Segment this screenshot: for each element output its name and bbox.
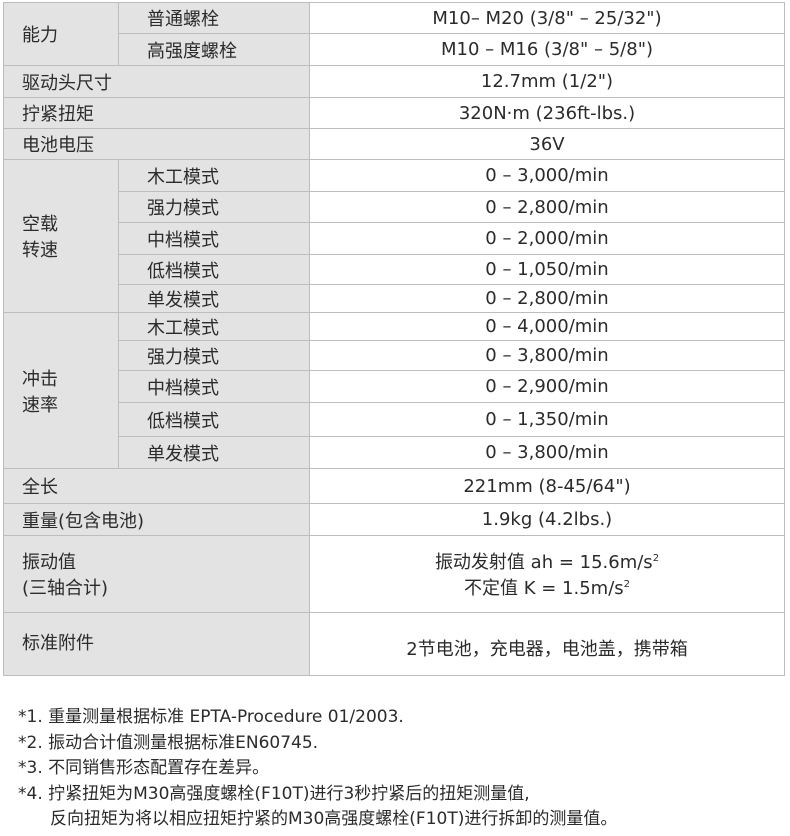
row-value: M10– M20 (3/8" – 25/32") bbox=[309, 2, 785, 34]
row-sublabel: 单发模式 bbox=[118, 436, 310, 469]
table-row: 标准附件 2节电池，充电器，电池盖，携带箱 bbox=[3, 612, 785, 676]
row-value: 0 – 2,800/min bbox=[309, 284, 785, 313]
superscript: 2 bbox=[652, 553, 660, 564]
label-line: 空载 bbox=[22, 214, 58, 235]
table-row: 能力 普通螺栓 M10– M20 (3/8" – 25/32") bbox=[3, 2, 785, 66]
footnote: *1. 重量测量根据标准 EPTA-Procedure 01/2003. bbox=[18, 707, 404, 727]
table-row: 低档模式 0 – 1,350/min bbox=[4, 402, 785, 437]
table-row: 空载转速 木工模式 0 – 3,000/min bbox=[3, 159, 785, 313]
row-value: 0 – 3,000/min bbox=[309, 159, 785, 192]
row-label: 标准附件 bbox=[3, 612, 310, 676]
row-label: 振动值 (三轴合计) bbox=[3, 535, 310, 613]
table-row: 单发模式 0 – 3,800/min bbox=[4, 436, 785, 469]
row-label: 拧紧扭矩 bbox=[3, 97, 310, 129]
label-line: 转速 bbox=[22, 240, 58, 261]
footnote: *2. 振动合计值测量根据标准EN60745. bbox=[18, 732, 319, 753]
label-line: (三轴合计) bbox=[22, 578, 109, 599]
row-value: 0 – 3,800/min bbox=[309, 436, 785, 469]
table-row: 振动值 (三轴合计) 振动发射值 ah = 15.6m/s2 不定值 K = 1.… bbox=[3, 535, 785, 613]
superscript: 2 bbox=[623, 579, 631, 590]
footnote: *3. 不同销售形态配置存在差异。 bbox=[18, 758, 270, 778]
footnotes: *1. 重量测量根据标准 EPTA-Procedure 01/2003. *2.… bbox=[18, 705, 617, 833]
row-value: 36V bbox=[309, 128, 785, 160]
spec-table: 能力 普通螺栓 M10– M20 (3/8" – 25/32") 高强度螺栓 M… bbox=[3, 2, 785, 676]
table-row: 重量(包含电池) 1.9kg (4.2lbs.) bbox=[3, 503, 785, 536]
row-label: 能力 bbox=[3, 2, 119, 66]
row-value: 12.7mm (1/2") bbox=[309, 65, 785, 98]
table-row: 高强度螺栓 M10 – M16 (3/8" – 5/8") bbox=[4, 33, 785, 66]
row-value: 2节电池，充电器，电池盖，携带箱 bbox=[309, 612, 785, 676]
value-line: 振动发射值 ah = 15.6m/s2 bbox=[310, 548, 784, 574]
row-value: 0 – 4,000/min bbox=[309, 312, 785, 341]
row-value: 振动发射值 ah = 15.6m/s2 不定值 K = 1.5m/s2 bbox=[309, 535, 785, 613]
row-value: M10 – M16 (3/8" – 5/8") bbox=[309, 33, 785, 66]
row-sublabel: 低档模式 bbox=[118, 254, 310, 285]
vibration-emission: 振动发射值 ah = 15.6m/s bbox=[434, 552, 653, 573]
footnote: *4. 拧紧扭矩为M30高强度螺栓(F10T)进行3秒拧紧后的扭矩测量值, bbox=[18, 783, 530, 804]
row-value: 0 – 1,350/min bbox=[309, 402, 785, 437]
table-row: 驱动头尺寸 12.7mm (1/2") bbox=[3, 65, 785, 98]
row-value: 0 – 1,050/min bbox=[309, 254, 785, 285]
row-label: 电池电压 bbox=[3, 128, 310, 160]
row-sublabel: 单发模式 bbox=[118, 284, 310, 313]
row-label: 重量(包含电池) bbox=[3, 503, 310, 536]
footnote-continuation: 反向扭矩为将以相应扭矩拧紧的M30高强度螺栓(F10T)进行拆卸的测量值。 bbox=[50, 809, 618, 829]
row-label: 驱动头尺寸 bbox=[3, 65, 310, 98]
row-value: 1.9kg (4.2lbs.) bbox=[309, 503, 785, 536]
row-value: 0 – 2,000/min bbox=[309, 222, 785, 255]
row-value: 221mm (8-45/64") bbox=[309, 468, 785, 504]
row-value: 0 – 2,900/min bbox=[309, 370, 785, 403]
table-row: 全长 221mm (8-45/64") bbox=[3, 468, 785, 504]
table-row: 中档模式 0 – 2,900/min bbox=[4, 370, 785, 403]
row-sublabel: 低档模式 bbox=[118, 402, 310, 437]
row-value: 0 – 2,800/min bbox=[309, 191, 785, 223]
row-sublabel: 中档模式 bbox=[118, 222, 310, 255]
row-value: 320N·m (236ft-lbs.) bbox=[309, 97, 785, 129]
label-line: 冲击 bbox=[22, 368, 58, 390]
table-row: 电池电压 36V bbox=[3, 128, 785, 160]
table-row: 低档模式 0 – 1,050/min bbox=[4, 254, 785, 285]
row-label: 全长 bbox=[3, 468, 310, 504]
vibration-uncertainty: 不定值 K = 1.5m/s bbox=[463, 578, 624, 599]
row-sublabel: 强力模式 bbox=[118, 340, 310, 371]
row-sublabel: 木工模式 bbox=[118, 312, 310, 341]
row-value: 0 – 3,800/min bbox=[309, 340, 785, 371]
table-row: 拧紧扭矩 320N·m (236ft-lbs.) bbox=[3, 97, 785, 129]
table-row: 强力模式 0 – 3,800/min bbox=[4, 340, 785, 371]
label-line: 速率 bbox=[22, 394, 58, 416]
value-line: 不定值 K = 1.5m/s2 bbox=[310, 574, 784, 600]
row-sublabel: 木工模式 bbox=[118, 159, 310, 192]
row-label: 冲击 速率 bbox=[3, 312, 119, 469]
table-row: 强力模式 0 – 2,800/min bbox=[4, 191, 785, 223]
table-row: 单发模式 0 – 2,800/min bbox=[4, 284, 785, 313]
table-row: 冲击速率 木工模式 0 – 4,000/min bbox=[3, 312, 785, 469]
row-sublabel: 高强度螺栓 bbox=[118, 33, 310, 66]
row-sublabel: 普通螺栓 bbox=[118, 2, 310, 34]
row-sublabel: 中档模式 bbox=[118, 370, 310, 403]
label-line: 振动值 bbox=[22, 552, 76, 573]
row-sublabel: 强力模式 bbox=[118, 191, 310, 223]
row-label: 空载 转速 bbox=[3, 159, 119, 313]
table-row: 中档模式 0 – 2,000/min bbox=[4, 222, 785, 255]
